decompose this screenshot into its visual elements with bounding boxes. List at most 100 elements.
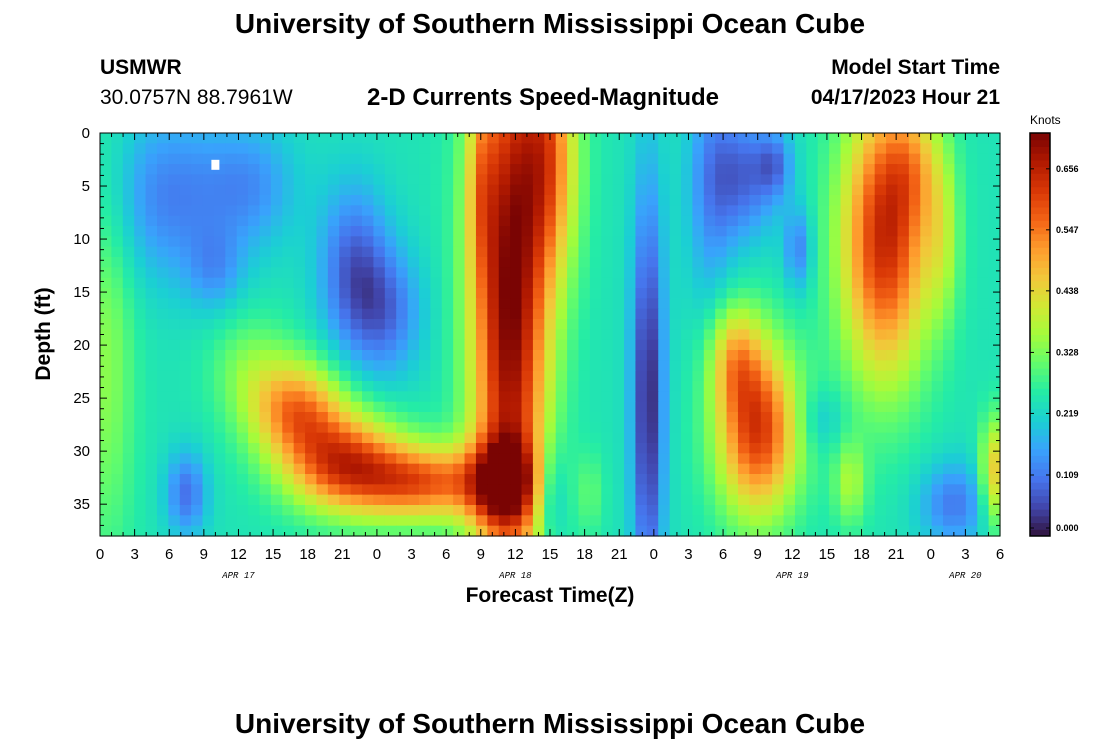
heatmap-cell — [532, 267, 545, 279]
heatmap-cell — [282, 329, 295, 341]
heatmap-cell — [327, 515, 340, 527]
heatmap-cell — [635, 360, 648, 372]
heatmap-cell — [134, 133, 147, 144]
heatmap-cell — [168, 277, 181, 289]
heatmap-cell — [886, 432, 899, 444]
heatmap-cell — [783, 308, 796, 320]
heatmap-cell — [270, 236, 283, 248]
heatmap-cell — [681, 277, 693, 289]
heatmap-cell — [794, 463, 807, 475]
heatmap-cell — [418, 164, 431, 175]
heatmap-cell — [589, 339, 602, 351]
heatmap-cell — [908, 267, 921, 279]
heatmap-cell — [134, 453, 147, 465]
heatmap-cell — [863, 360, 876, 372]
colorbar-segment — [1030, 314, 1050, 322]
heatmap-cell — [134, 515, 147, 527]
heatmap-cell — [920, 412, 933, 423]
heatmap-cell — [282, 412, 295, 423]
heatmap-cell — [635, 422, 648, 434]
heatmap-cell — [920, 484, 933, 496]
heatmap-cell — [453, 463, 466, 475]
heatmap-cell — [908, 236, 921, 248]
heatmap-cell — [373, 370, 386, 382]
heatmap-cell — [225, 226, 238, 237]
heatmap-cell — [874, 412, 887, 423]
heatmap-cell — [134, 319, 147, 330]
heatmap-cell — [122, 257, 135, 268]
heatmap-cell — [555, 432, 568, 444]
heatmap-cell — [100, 195, 112, 206]
heatmap-cell — [681, 432, 693, 444]
heatmap-cell — [100, 412, 112, 423]
heatmap-cell — [943, 443, 956, 454]
x-tick-label: 21 — [888, 546, 905, 563]
heatmap-cell — [259, 288, 272, 299]
date-label: APR 19 — [775, 571, 809, 581]
heatmap-cell — [658, 350, 671, 361]
heatmap-cell — [327, 370, 340, 382]
heatmap-cell — [396, 443, 409, 454]
heatmap-cell — [282, 308, 295, 320]
heatmap-cell — [350, 133, 363, 144]
heatmap-cell — [259, 329, 272, 341]
heatmap-cell — [931, 339, 944, 351]
heatmap-cell — [453, 153, 466, 165]
heatmap-cell — [430, 143, 443, 155]
heatmap-cell — [350, 257, 363, 268]
heatmap-cell — [270, 443, 283, 454]
heatmap-cell — [441, 164, 454, 175]
heatmap-cell — [567, 412, 580, 423]
heatmap-cell — [669, 143, 682, 155]
heatmap-cell — [191, 443, 204, 454]
heatmap-cell — [840, 453, 853, 465]
colorbar-segment — [1030, 509, 1050, 517]
heatmap-cell — [646, 277, 659, 289]
heatmap-cell — [612, 184, 625, 196]
heatmap-cell — [692, 391, 705, 403]
heatmap-cell — [908, 370, 921, 382]
heatmap-cell — [829, 463, 842, 475]
heatmap-cell — [624, 525, 637, 537]
heatmap-cell — [555, 412, 568, 423]
heatmap-cell — [897, 257, 910, 268]
heatmap-cell — [601, 153, 614, 165]
colorbar-segment — [1030, 233, 1050, 241]
colorbar-segment — [1030, 347, 1050, 356]
heatmap-cell — [418, 184, 431, 196]
heatmap-cell — [578, 350, 591, 361]
heatmap-cell — [840, 308, 853, 320]
heatmap-cell — [430, 288, 443, 299]
heatmap-cell — [418, 133, 431, 144]
heatmap-cell — [122, 267, 135, 279]
heatmap-cell — [156, 494, 169, 506]
heatmap-cell — [692, 474, 705, 485]
heatmap-cell — [521, 184, 534, 196]
heatmap-cell — [954, 319, 967, 330]
heatmap-cell — [988, 133, 1001, 144]
heatmap-cell — [145, 494, 158, 506]
heatmap-cell — [487, 308, 500, 320]
heatmap-cell — [988, 319, 1001, 330]
heatmap-cell — [578, 515, 591, 527]
heatmap-cell — [430, 443, 443, 454]
heatmap-cell — [703, 133, 716, 144]
heatmap-cell — [760, 494, 773, 506]
heatmap-cell — [658, 195, 671, 206]
heatmap-cell — [282, 153, 295, 165]
heatmap-cell — [817, 267, 830, 279]
heatmap-cell — [202, 257, 215, 268]
heatmap-cell — [453, 494, 466, 506]
heatmap-cell — [954, 381, 967, 392]
heatmap-cell — [248, 226, 261, 237]
heatmap-cell — [658, 329, 671, 341]
heatmap-cell — [943, 164, 956, 175]
heatmap-cell — [817, 370, 830, 382]
heatmap-cell — [726, 391, 739, 403]
heatmap-cell — [134, 205, 147, 217]
heatmap-cell — [567, 443, 580, 454]
heatmap-cell — [111, 319, 124, 330]
heatmap-cell — [532, 360, 545, 372]
heatmap-cell — [191, 515, 204, 527]
heatmap-cell — [384, 443, 397, 454]
